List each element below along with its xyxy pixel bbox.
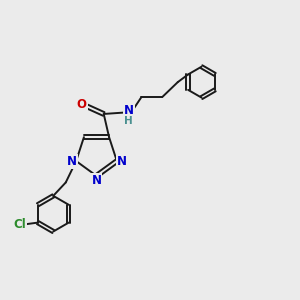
Text: N: N: [67, 154, 77, 168]
Text: N: N: [92, 174, 101, 187]
Text: H: H: [124, 116, 133, 126]
Text: Cl: Cl: [14, 218, 26, 232]
Text: N: N: [117, 154, 127, 168]
Text: N: N: [124, 104, 134, 118]
Text: O: O: [77, 98, 87, 111]
